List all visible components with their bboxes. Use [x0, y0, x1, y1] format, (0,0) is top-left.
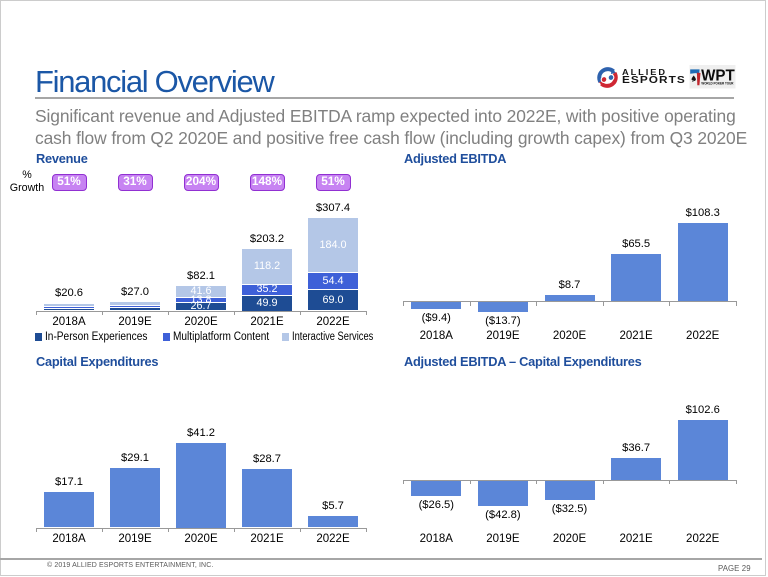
svg-text:WORLD POKER TOUR: WORLD POKER TOUR: [701, 82, 733, 86]
svg-text:WPT: WPT: [701, 68, 735, 85]
